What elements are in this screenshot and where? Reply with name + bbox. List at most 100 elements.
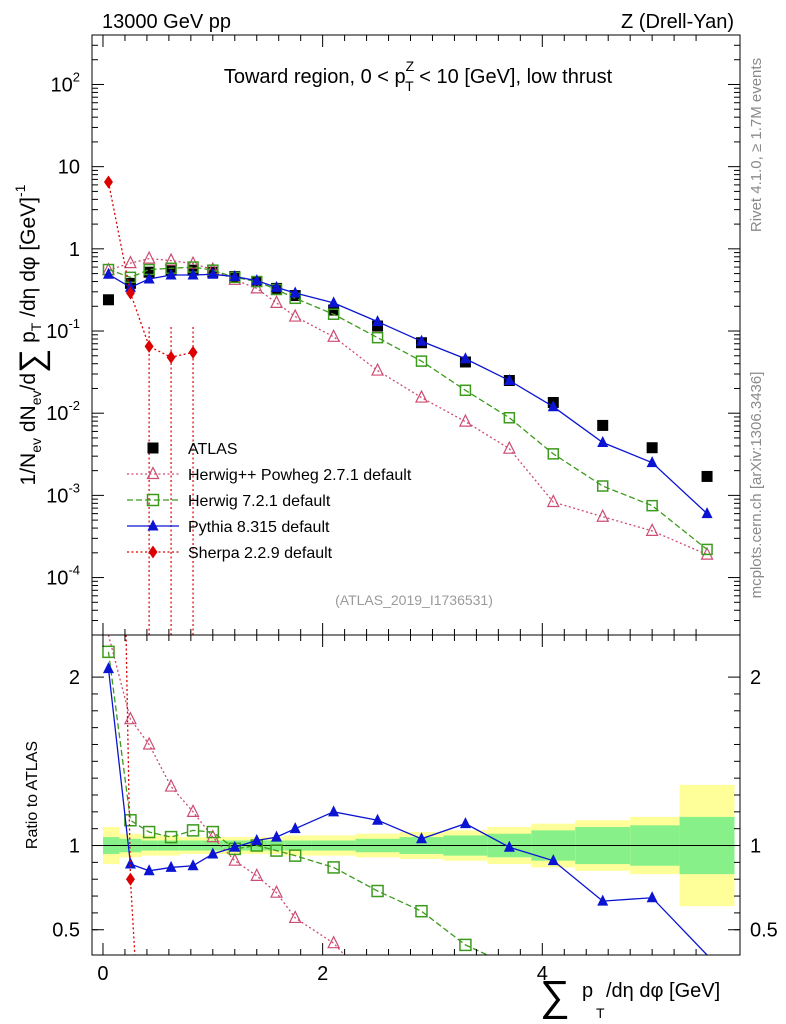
herwigpp-point bbox=[250, 280, 264, 294]
pythia-point bbox=[597, 435, 609, 447]
pythia-point bbox=[646, 456, 658, 468]
herwigpp-point bbox=[700, 546, 714, 560]
herwig7-point bbox=[415, 355, 428, 367]
ratio-y-tick-label-right: 2 bbox=[750, 667, 761, 689]
y-tick-exponent: -1 bbox=[68, 316, 80, 331]
herwigpp-ratio-point bbox=[288, 910, 302, 924]
herwig7-point bbox=[371, 331, 384, 344]
herwig7-line bbox=[108, 266, 708, 550]
y-tick-label: 10-1 bbox=[46, 316, 80, 343]
ratio-y-label: Ratio to ATLAS bbox=[24, 741, 41, 849]
pythia-point bbox=[415, 334, 427, 346]
main-y-label: 1/Nev dNev/d∑ pT /dη dφ [GeV]-1 bbox=[12, 184, 51, 485]
herwigpp-line bbox=[108, 257, 708, 556]
header-right: Z (Drell-Yan) bbox=[621, 11, 734, 33]
legend-label: Herwig 7.2.1 default bbox=[188, 493, 331, 510]
herwigpp-ratio-series bbox=[107, 635, 346, 955]
pythia-ratio-point bbox=[646, 891, 658, 903]
herwigpp-point bbox=[371, 362, 385, 376]
y-tick-label: 10-4 bbox=[46, 563, 80, 590]
svg-text:1/Nev dNev/d∑ pT /dη dφ [GeV]: 1/Nev dNev/d∑ pT /dη dφ [GeV]-1 bbox=[12, 184, 51, 485]
herwig7-ratio-point bbox=[206, 825, 220, 839]
herwigpp-ratio-line bbox=[107, 635, 346, 955]
legend-marker bbox=[148, 545, 158, 559]
pythia-point bbox=[207, 267, 219, 279]
herwigpp-point bbox=[546, 494, 560, 508]
ratio-y-tick-label: 2 bbox=[69, 667, 80, 689]
sherpa-point bbox=[144, 339, 154, 353]
pythia-ratio-point bbox=[165, 860, 177, 872]
legend-marker bbox=[147, 442, 159, 454]
herwig7-point bbox=[701, 543, 713, 556]
sherpa-point bbox=[188, 345, 198, 359]
herwig7-point bbox=[459, 384, 472, 397]
ratio-y-tick-label: 0.5 bbox=[52, 920, 80, 942]
pythia-point bbox=[187, 268, 199, 280]
herwig7-ratio-series bbox=[102, 645, 488, 955]
legend-marker bbox=[147, 519, 159, 531]
x-axis-label: ∑ p T /dη dφ [GeV] bbox=[540, 972, 720, 1021]
herwig7-ratio-point bbox=[459, 938, 472, 952]
x-tick-label: 4 bbox=[537, 963, 548, 985]
svg-text:p: p bbox=[582, 980, 593, 1002]
herwigpp-point bbox=[645, 523, 659, 536]
sherpa-point bbox=[125, 286, 135, 300]
pythia-point bbox=[165, 268, 177, 280]
pythia-point bbox=[328, 296, 340, 308]
x-tick-label: 0 bbox=[97, 963, 108, 985]
pythia-point bbox=[229, 270, 241, 282]
pythia-ratio-point bbox=[415, 832, 427, 844]
sherpa-point bbox=[103, 175, 113, 189]
herwig7-ratio-point bbox=[164, 830, 178, 844]
herwigpp-point bbox=[164, 252, 178, 266]
atlas-point bbox=[143, 266, 155, 278]
herwig7-point bbox=[646, 499, 658, 512]
pythia-ratio-point bbox=[503, 840, 515, 852]
herwigpp-point bbox=[123, 255, 137, 269]
herwig7-ratio-point bbox=[415, 904, 428, 918]
side-label-mcplots: mcplots.cern.ch [arXiv:1306.3436] bbox=[748, 372, 765, 599]
ratio-y-tick-label-right: 1 bbox=[750, 836, 761, 858]
herwigpp-ratio-point bbox=[123, 711, 137, 725]
y-tick-exponent: -3 bbox=[68, 480, 80, 495]
y-tick-exponent: 2 bbox=[73, 69, 80, 84]
herwig7-ratio-point bbox=[102, 645, 115, 659]
herwig7-ratio-point bbox=[371, 884, 384, 898]
pythia-ratio-point bbox=[187, 859, 199, 871]
y-tick-exponent: -4 bbox=[68, 563, 80, 578]
svg-text:∑: ∑ bbox=[540, 972, 570, 1019]
herwigpp-point bbox=[288, 308, 302, 322]
legend-label: Herwig++ Powheg 2.7.1 default bbox=[188, 467, 412, 484]
herwigpp-point bbox=[415, 389, 428, 403]
header-left: 13000 GeV pp bbox=[102, 11, 231, 33]
herwig7-ratio-point bbox=[270, 844, 283, 857]
herwigpp-point bbox=[502, 440, 516, 454]
pythia-ratio-point bbox=[459, 817, 471, 829]
herwigpp-point bbox=[458, 413, 472, 427]
main-y-axis: 102 10 1 10-1 10-2 10-3 10-4 bbox=[46, 34, 740, 636]
pythia-point bbox=[143, 272, 155, 284]
pythia-point bbox=[124, 280, 136, 292]
pythia-ratio-point bbox=[251, 833, 263, 845]
pythia-ratio-point bbox=[143, 864, 155, 876]
ratio-axes: 0.5 0.5 1 1 2 2 0 2 4 bbox=[52, 635, 778, 985]
herwig7-point bbox=[327, 308, 340, 320]
legend-marker bbox=[146, 466, 160, 480]
pythia-point bbox=[459, 352, 471, 364]
main-series-layer bbox=[102, 175, 714, 635]
pythia-point bbox=[503, 373, 515, 385]
ratio-y-tick-label-right: 0.5 bbox=[750, 920, 778, 942]
svg-text:T: T bbox=[596, 1005, 605, 1021]
ratio-panel: 0.5 0.5 1 1 2 2 0 2 4 bbox=[52, 634, 778, 985]
herwigpp-point bbox=[327, 328, 341, 342]
sherpa-point bbox=[166, 350, 176, 364]
pythia-ratio-point bbox=[271, 830, 283, 842]
pythia-ratio-point bbox=[289, 822, 301, 834]
herwig7-point bbox=[596, 480, 609, 492]
y-tick-label: 1 bbox=[69, 239, 80, 261]
pythia-point bbox=[251, 274, 263, 286]
pythia-ratio-series bbox=[102, 662, 708, 955]
legend-marker bbox=[146, 493, 160, 507]
atlas-point bbox=[102, 294, 114, 306]
